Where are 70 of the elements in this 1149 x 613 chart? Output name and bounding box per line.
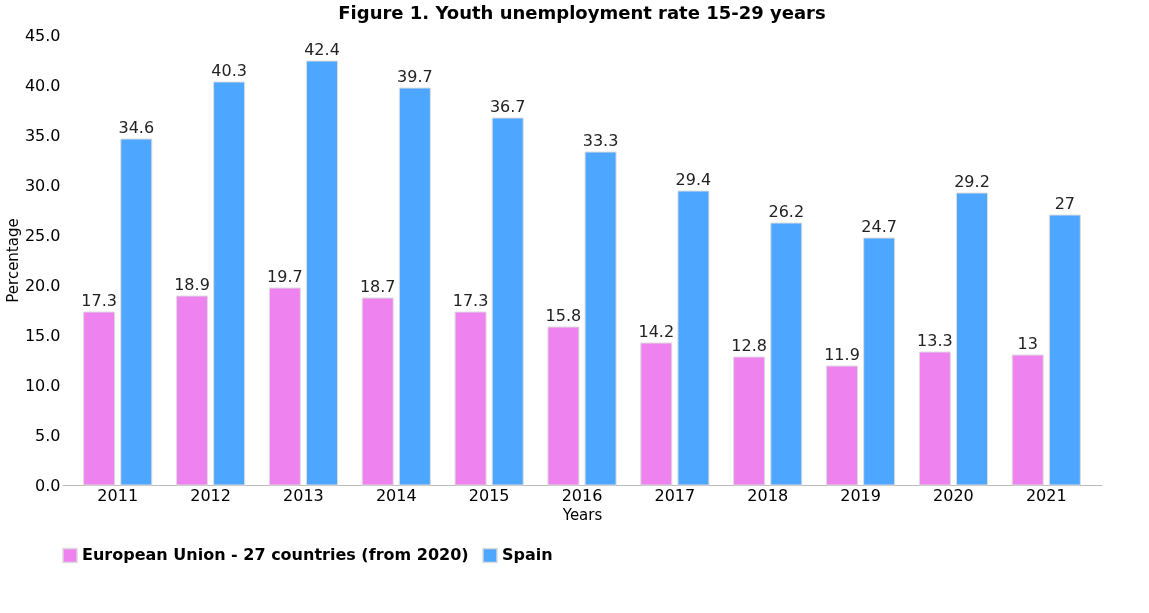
bar	[1011, 354, 1044, 486]
chart-title: Figure 1. Youth unemployment rate 15-29 years	[338, 2, 826, 23]
bar	[83, 311, 116, 486]
bar	[863, 237, 896, 486]
data-label: 42.4	[304, 40, 340, 59]
data-label: 34.6	[118, 118, 155, 137]
bar	[733, 356, 766, 486]
bar	[213, 81, 246, 486]
bar	[454, 311, 487, 486]
x-tick-label: 2019	[840, 485, 881, 505]
bar	[584, 151, 617, 486]
y-axis-title: Percentage	[3, 218, 22, 303]
data-label: 13	[1017, 334, 1038, 353]
data-label: 15.8	[545, 306, 582, 325]
y-tick-label: 35.0	[24, 125, 61, 145]
x-tick-label: 2020	[933, 485, 974, 505]
x-tick-label: 2017	[654, 485, 696, 505]
data-label: 17.3	[81, 291, 117, 310]
data-label: 18.7	[359, 277, 396, 296]
data-label: 36.7	[489, 97, 526, 116]
data-label: 19.7	[267, 267, 303, 286]
data-label: 33.3	[582, 131, 619, 150]
bar	[1048, 214, 1081, 486]
bar	[361, 297, 394, 486]
y-tick-label: 5.0	[35, 425, 61, 445]
data-label: 27	[1054, 194, 1076, 213]
data-label: 29.2	[954, 172, 990, 191]
x-tick-label: 2012	[190, 485, 231, 505]
legend-label: European Union - 27 countries (from 2020)	[82, 545, 469, 565]
x-tick-label: 2011	[97, 485, 139, 505]
x-tick-label: 2016	[561, 485, 603, 505]
bar	[826, 365, 858, 486]
data-label: 29.4	[675, 170, 712, 189]
y-tick-label: 40.0	[24, 75, 61, 95]
bar	[956, 192, 988, 486]
x-tick-label: 2015	[468, 485, 510, 505]
x-tick-label: 2021	[1025, 485, 1067, 505]
y-tick-label: 25.0	[24, 225, 61, 245]
bar	[770, 222, 803, 486]
data-label: 12.8	[731, 336, 767, 355]
bar	[306, 60, 338, 486]
bar	[918, 351, 951, 486]
bar	[176, 295, 208, 486]
bar	[640, 342, 673, 486]
bar	[491, 117, 524, 486]
bar	[268, 287, 301, 486]
data-label: 26.2	[768, 202, 805, 221]
data-label: 11.9	[824, 345, 860, 364]
y-tick-label: 45.0	[24, 25, 61, 45]
data-label: 13.3	[917, 331, 953, 350]
data-label: 14.2	[638, 322, 675, 341]
data-label: 39.7	[397, 67, 433, 86]
bar	[398, 87, 431, 486]
data-label: 24.7	[861, 217, 897, 236]
data-label: 17.3	[452, 291, 489, 310]
x-tick-label: 2013	[283, 485, 324, 505]
x-tick-label: 2018	[747, 485, 789, 505]
data-label: 40.3	[211, 61, 247, 80]
y-tick-label: 0.0	[35, 475, 61, 495]
y-tick-label: 30.0	[24, 175, 61, 195]
data-label: 18.9	[174, 275, 210, 294]
y-tick-label: 10.0	[24, 375, 61, 395]
legend-label: Spain	[502, 545, 553, 565]
x-tick-label: 2014	[375, 485, 417, 505]
y-tick-label: 15.0	[24, 325, 61, 345]
bar	[547, 326, 580, 486]
bar	[120, 138, 153, 486]
bar	[677, 190, 710, 486]
x-axis-title: Years	[561, 505, 603, 524]
y-tick-label: 20.0	[24, 275, 61, 295]
